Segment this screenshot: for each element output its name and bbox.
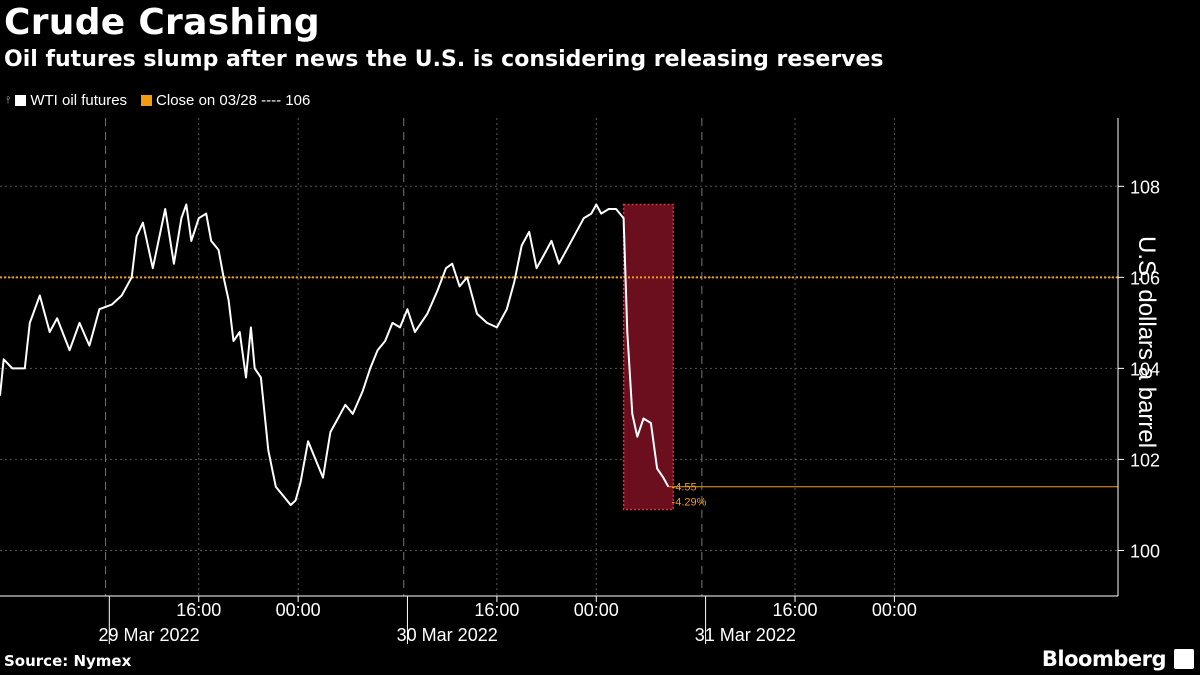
reference-layer <box>0 276 1118 488</box>
axes-layer <box>0 118 1119 597</box>
legend-label-series: WTI oil futures <box>30 92 128 109</box>
x-date-label: 30 Mar 2022 <box>397 625 498 645</box>
x-date-label: 29 Mar 2022 <box>99 625 200 645</box>
chart-legend: ⫯ WTI oil futures Close on 03/28 ---- 10… <box>6 92 310 109</box>
series-line-wti <box>0 203 670 506</box>
y-tick-label: 104 <box>1130 359 1160 379</box>
legend-swatch-close <box>141 95 153 106</box>
x-tick-label: 00:00 <box>872 600 917 620</box>
tick-labels: 100 102 104 106 108 16:00 00:00 16:00 00:00 16:00… <box>99 177 1161 645</box>
drop-highlight-box <box>622 203 675 511</box>
annotations: -4.55 -4.29% <box>672 482 707 509</box>
legend-label-close: Close on 03/28 ---- 106 <box>156 92 311 109</box>
legend-item-close[interactable]: Close on 03/28 ---- 106 <box>141 92 310 109</box>
y-tick-label: 102 <box>1130 450 1160 470</box>
x-tick-label: 00:00 <box>574 600 619 620</box>
change-annotation: -4.55 <box>672 482 697 494</box>
y-tick-label: 100 <box>1130 541 1160 561</box>
legend-swatch-series <box>15 95 27 106</box>
source-note: Source: Nymex <box>4 652 132 670</box>
bloomberg-terminal-icon[interactable] <box>1174 649 1194 669</box>
highlight-layer <box>622 203 675 511</box>
x-tick-label: 16:00 <box>772 600 817 620</box>
x-tick-label: 00:00 <box>276 600 321 620</box>
chart-title: Crude Crashing <box>4 2 320 43</box>
pin-icon: ⫯ <box>6 95 11 106</box>
y-tick-label: 106 <box>1130 268 1160 288</box>
x-date-label: 31 Mar 2022 <box>695 625 796 645</box>
change-pct-annotation: -4.29% <box>672 497 707 509</box>
legend-item-series[interactable]: ⫯ WTI oil futures <box>6 92 127 109</box>
x-tick-label: 16:00 <box>176 600 221 620</box>
grid-lines <box>0 118 1118 596</box>
series-layer <box>0 203 670 506</box>
bloomberg-logo: Bloomberg <box>1041 647 1167 671</box>
x-tick-label: 16:00 <box>474 600 519 620</box>
y-tick-label: 108 <box>1130 177 1160 197</box>
y-axis-title: U.S. dollars a barrel <box>1133 236 1160 449</box>
chart-subtitle: Oil futures slump after news the U.S. is… <box>4 47 884 72</box>
